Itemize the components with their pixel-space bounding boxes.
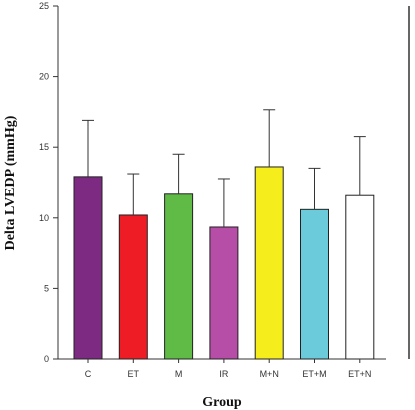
- bar-m-plus-n: [254, 166, 284, 360]
- y-tick-label: 20: [39, 72, 49, 82]
- bar-et-plus-m: [300, 208, 329, 360]
- bar-et: [118, 214, 148, 360]
- x-tick-label: ET+N: [348, 369, 371, 379]
- y-tick-label: 5: [44, 283, 49, 293]
- bar-ir: [209, 226, 239, 360]
- bar-et-plus-n: [345, 194, 375, 360]
- x-tick-label: ET+M: [302, 369, 326, 379]
- y-tick-label: 0: [44, 354, 49, 364]
- x-tick-label: M+N: [260, 369, 279, 379]
- x-axis-ticks: C ET M IR M+N ET+M ET+N: [85, 359, 371, 379]
- y-tick-label: 25: [39, 1, 49, 11]
- y-tick-label: 15: [39, 142, 49, 152]
- x-tick-label: ET: [128, 369, 140, 379]
- y-axis-title: Delta LVEDP (mmHg): [3, 115, 18, 250]
- x-axis-title: Group: [202, 395, 242, 410]
- bar-m: [164, 193, 194, 360]
- x-tick-label: C: [85, 369, 92, 379]
- bar-c: [73, 176, 103, 360]
- bars-group: [73, 166, 375, 360]
- x-tick-label: M: [175, 369, 183, 379]
- x-tick-label: IR: [219, 369, 229, 379]
- y-axis-ticks: 0 5 10 15 20 25: [39, 1, 58, 364]
- y-tick-label: 10: [39, 213, 49, 223]
- error-bars-group: [82, 109, 366, 227]
